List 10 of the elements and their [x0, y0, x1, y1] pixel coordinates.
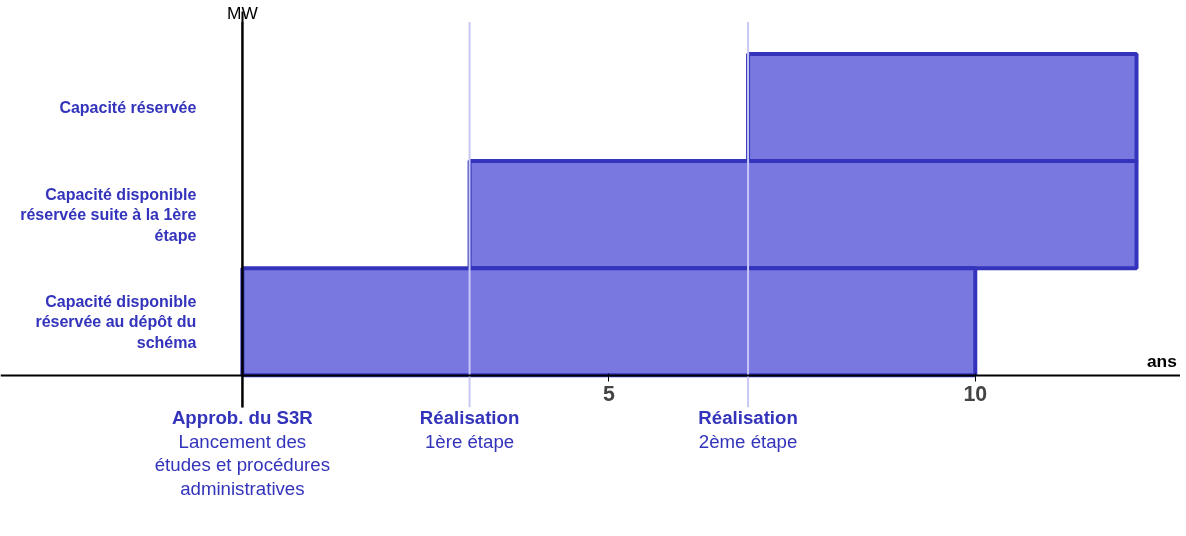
y-axis-title: MW — [226, 2, 259, 23]
y-tick-label: Capacité réservée — [59, 99, 197, 117]
ref-line-label: Approb. du S3R Lancement des études et procédures administratives — [154, 407, 331, 500]
ref-line-label: Réalisation 2ème étape — [698, 407, 798, 452]
y-tick-label: Capacité disponible réservée au dépôt du schéma — [35, 292, 197, 351]
ref-line-label: Réalisation 1ère étape — [419, 407, 520, 452]
x-axis-title: ans — [1146, 350, 1177, 371]
x-tick-label: 10 — [963, 382, 988, 407]
y-tick-label: Capacité disponible réservée suite à la 1ère étape — [20, 185, 197, 244]
x-tick-label: 5 — [602, 382, 615, 407]
